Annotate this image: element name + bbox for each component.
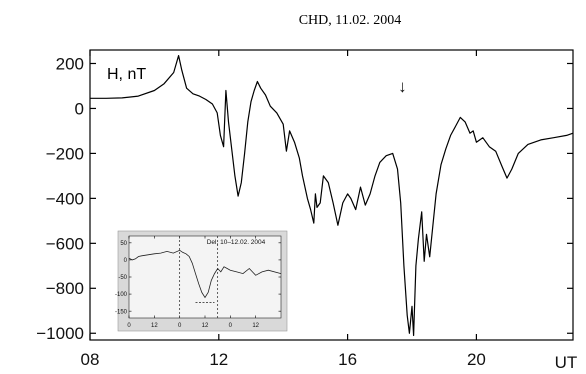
y-tick-label: −400 [46,189,84,208]
x-tick-label: 12 [209,350,228,369]
x-tick-label: 20 [467,350,486,369]
inset-plot-frame [128,235,282,319]
chart-title: CHD, 11.02. 2004 [299,13,402,28]
y-tick-label: 0 [75,99,84,118]
inset-x-tick-labels: 0 12 0 12 0 12 [127,323,259,329]
series-line-h [90,55,574,337]
x-tick-label: 0 [127,323,131,329]
main-x-tick-labels: 08 12 16 20 [81,350,486,369]
quantity-label: H, nT [107,66,146,83]
arrow-annotation: ↓ [398,77,407,96]
x-tick-label: 12 [252,323,259,329]
main-y-tick-labels: 200 0 −200 −400 −600 −800 −1000 [36,54,84,343]
x-tick-label: 16 [338,350,357,369]
y-tick-label: −1000 [36,324,84,343]
x-tick-label: 0 [178,323,182,329]
x-unit-label: UT [555,353,578,372]
inset-series-line [128,249,282,299]
y-tick-label: 200 [56,54,84,73]
y-tick-label: −600 [46,234,84,253]
x-tick-label: 12 [151,323,158,329]
x-tick-label: 12 [202,323,209,329]
y-tick-label: 0 [124,258,128,264]
y-tick-label: 50 [120,241,127,247]
inset-dashed-markers [179,236,219,318]
x-tick-label: 0 [229,323,233,329]
y-tick-label: -150 [115,309,128,315]
main-axes-ticks [89,50,573,340]
y-tick-label: −200 [46,144,84,163]
inset-y-tick-labels: 50 0 -50 -100 -150 [115,241,128,315]
inset-title: Del, 10–12.02. 2004 [207,239,266,246]
inset-chart: 50 0 -50 -100 -150 0 12 0 12 0 12 Del, 10–12.02. … [115,230,288,332]
y-tick-label: -50 [118,275,127,281]
x-tick-label: 08 [81,350,100,369]
y-tick-label: -100 [115,292,128,298]
y-tick-label: −800 [46,279,84,298]
